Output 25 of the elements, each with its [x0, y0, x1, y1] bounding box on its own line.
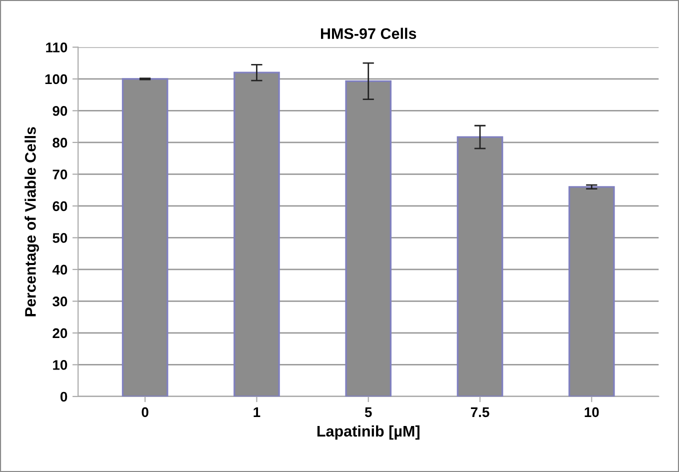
bar [234, 72, 280, 396]
bar [345, 80, 392, 396]
x-axis-title: Lapatinib [µM] [317, 425, 420, 440]
y-tick-label: 20 [52, 328, 68, 338]
bar [122, 78, 168, 396]
y-tick-label: 60 [52, 201, 68, 212]
y-tick-label: 30 [52, 296, 68, 306]
chart-title: HMS-97 Cells [320, 28, 416, 40]
y-tick-label: 0 [60, 392, 68, 402]
bar [568, 186, 615, 396]
x-tick-label: 7.5 [470, 407, 490, 418]
y-tick-label: 90 [52, 106, 68, 116]
x-tick-label: 10 [584, 407, 599, 418]
x-tick-label: 1 [254, 407, 260, 417]
y-tick-label: 10 [53, 360, 68, 370]
bar [456, 136, 504, 396]
x-tick-label: 5 [364, 407, 372, 418]
y-tick-label: 110 [46, 42, 68, 52]
y-tick-label: 100 [45, 74, 68, 84]
x-tick-label: 0 [142, 407, 148, 418]
y-tick-label: 40 [52, 264, 68, 275]
y-axis-title: Percentage of Viable Cells [24, 127, 39, 316]
y-tick-label: 80 [52, 138, 68, 148]
y-tick-label: 70 [52, 170, 68, 180]
y-tick-label: 50 [52, 233, 68, 243]
